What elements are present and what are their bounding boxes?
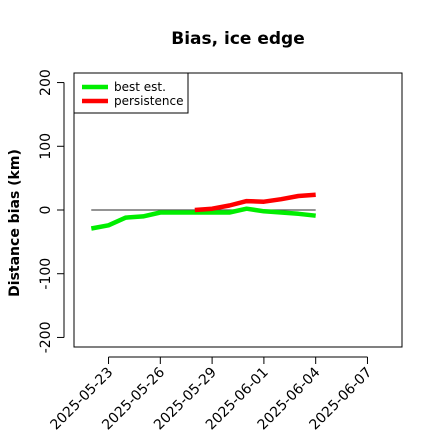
- y-tick-label: -200: [38, 322, 54, 354]
- y-axis-label: Distance bias (km): [7, 149, 23, 297]
- y-axis: -200 -100 0 100 200: [38, 69, 65, 354]
- legend-box: [73, 72, 189, 114]
- legend-label: persistence: [114, 94, 183, 108]
- legend-label: best est.: [114, 80, 166, 94]
- x-axis: 2025-05-232025-05-262025-05-292025-06-01…: [47, 356, 375, 433]
- y-tick-label: 200: [38, 69, 54, 96]
- series-layer: [90, 192, 316, 231]
- legend: best est.persistence: [73, 72, 189, 114]
- y-tick-label: 100: [38, 133, 54, 160]
- y-tick-label: -100: [38, 258, 54, 290]
- y-tick-label: 0: [38, 206, 54, 215]
- chart-title: Bias, ice edge: [171, 29, 305, 49]
- series-line-best-est: [90, 206, 316, 231]
- plot-frame: [73, 72, 403, 348]
- series-line-persistence: [194, 192, 316, 213]
